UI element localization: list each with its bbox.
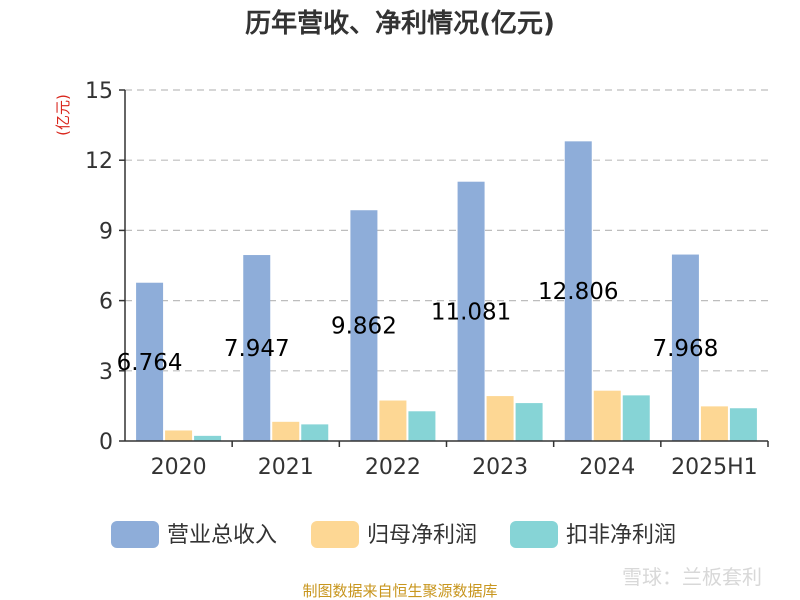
data-labels: 6.764 7.947 9.862 11.081 12.806 7.968 [117,279,719,376]
bar-1 [136,282,164,441]
bars [136,141,757,442]
bar-1 [243,255,271,441]
data-label: 7.947 [224,336,290,362]
y-tick-label: 0 [99,430,113,455]
y-tick-label: 12 [85,149,113,174]
data-label: 12.806 [538,279,618,305]
x-tick-label: 2021 [258,455,314,480]
bar-1 [671,254,699,441]
legend-label: 扣非净利润 [566,523,676,548]
bar-2 [272,421,300,441]
legend: 营业总收入 归母净利润 扣非净利润 [111,521,676,548]
legend-label: 归母净利润 [367,523,477,548]
bar-2 [593,390,621,441]
bar-3 [622,395,650,441]
y-tick-label: 6 [99,290,113,315]
axes: 0 3 6 9 12 15 2020 2021 2022 2023 2024 2025H1 [85,79,769,480]
bar-2 [486,396,514,441]
bar-3 [729,408,757,441]
x-tick-label: 2022 [365,455,421,480]
x-tick-label: 2024 [579,455,635,480]
data-label: 6.764 [117,350,183,376]
y-tick-label: 15 [85,79,113,104]
legend-swatch [311,521,359,548]
y-axis-label: (亿元) [54,94,72,136]
source-note: 制图数据来自恒生聚源数据库 [302,582,497,600]
y-tick-label: 9 [99,219,113,244]
legend-swatch [111,521,159,548]
bar-2 [165,430,193,441]
x-tick-label: 2020 [151,455,207,480]
bar-3 [408,411,436,441]
chart-title: 历年营收、净利情况(亿元) [245,8,555,39]
grid-lines [125,89,768,372]
bar-1 [564,141,592,441]
bar-2 [700,406,728,441]
data-label: 11.081 [431,299,511,325]
data-label: 9.862 [331,314,397,340]
bar-1 [350,210,378,441]
bar-3 [301,424,329,441]
legend-swatch [510,521,558,548]
bar-1 [457,181,485,442]
watermark: 雪球：兰板套利 [622,565,762,589]
legend-label: 营业总收入 [167,523,277,548]
x-tick-label: 2025H1 [671,455,758,480]
x-tick-label: 2023 [472,455,528,480]
bar-2 [379,400,407,441]
bar-3 [194,435,222,441]
data-label: 7.968 [652,336,718,362]
bar-3 [515,403,543,441]
y-tick-label: 3 [99,360,113,385]
